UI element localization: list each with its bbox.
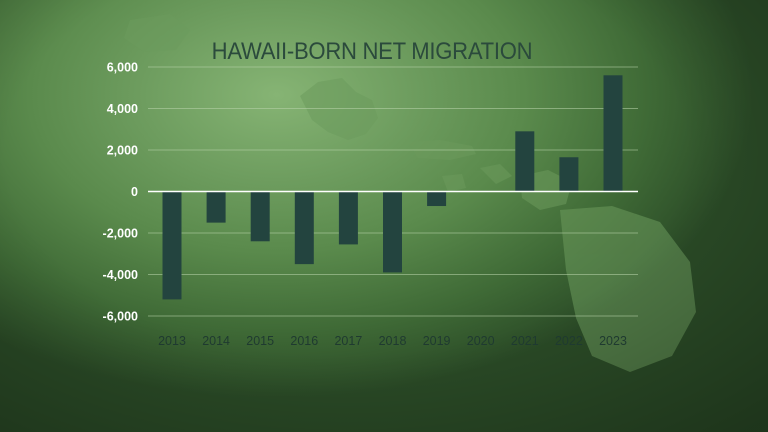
x-tick-label: 2019 <box>423 334 451 348</box>
x-tick-label: 2014 <box>202 334 230 348</box>
x-tick-label: 2013 <box>158 334 186 348</box>
bar-2017 <box>338 191 358 245</box>
y-tick-label: 6,000 <box>107 61 138 75</box>
bar-2014 <box>206 191 226 223</box>
x-tick-label: 2023 <box>599 334 627 348</box>
bar-2018 <box>383 191 402 273</box>
x-tick-label: 2017 <box>334 334 362 348</box>
bar-2023 <box>603 75 623 192</box>
x-tick-label: 2021 <box>511 334 539 348</box>
x-tick-label: 2018 <box>379 334 407 348</box>
y-tick-label: -4,000 <box>103 268 138 282</box>
y-tick-label: 2,000 <box>107 144 138 158</box>
x-tick-label: 2015 <box>246 334 274 348</box>
y-tick-label: -6,000 <box>103 310 138 324</box>
bar-2013 <box>162 191 182 300</box>
x-tick-label: 2016 <box>290 334 318 348</box>
x-tick-label: 2022 <box>555 334 583 348</box>
bar-2016 <box>294 191 314 265</box>
y-tick-label: 4,000 <box>107 102 138 116</box>
bar-2015 <box>250 191 270 242</box>
chart-title: HAWAII-BORN NET MIGRATION <box>211 38 533 65</box>
bar-2021 <box>515 131 535 192</box>
bar-2019 <box>427 191 447 207</box>
y-tick-label: -2,000 <box>103 227 138 241</box>
bar-2022 <box>559 157 579 192</box>
y-tick-label: 0 <box>131 185 138 199</box>
x-tick-label: 2020 <box>467 334 495 348</box>
